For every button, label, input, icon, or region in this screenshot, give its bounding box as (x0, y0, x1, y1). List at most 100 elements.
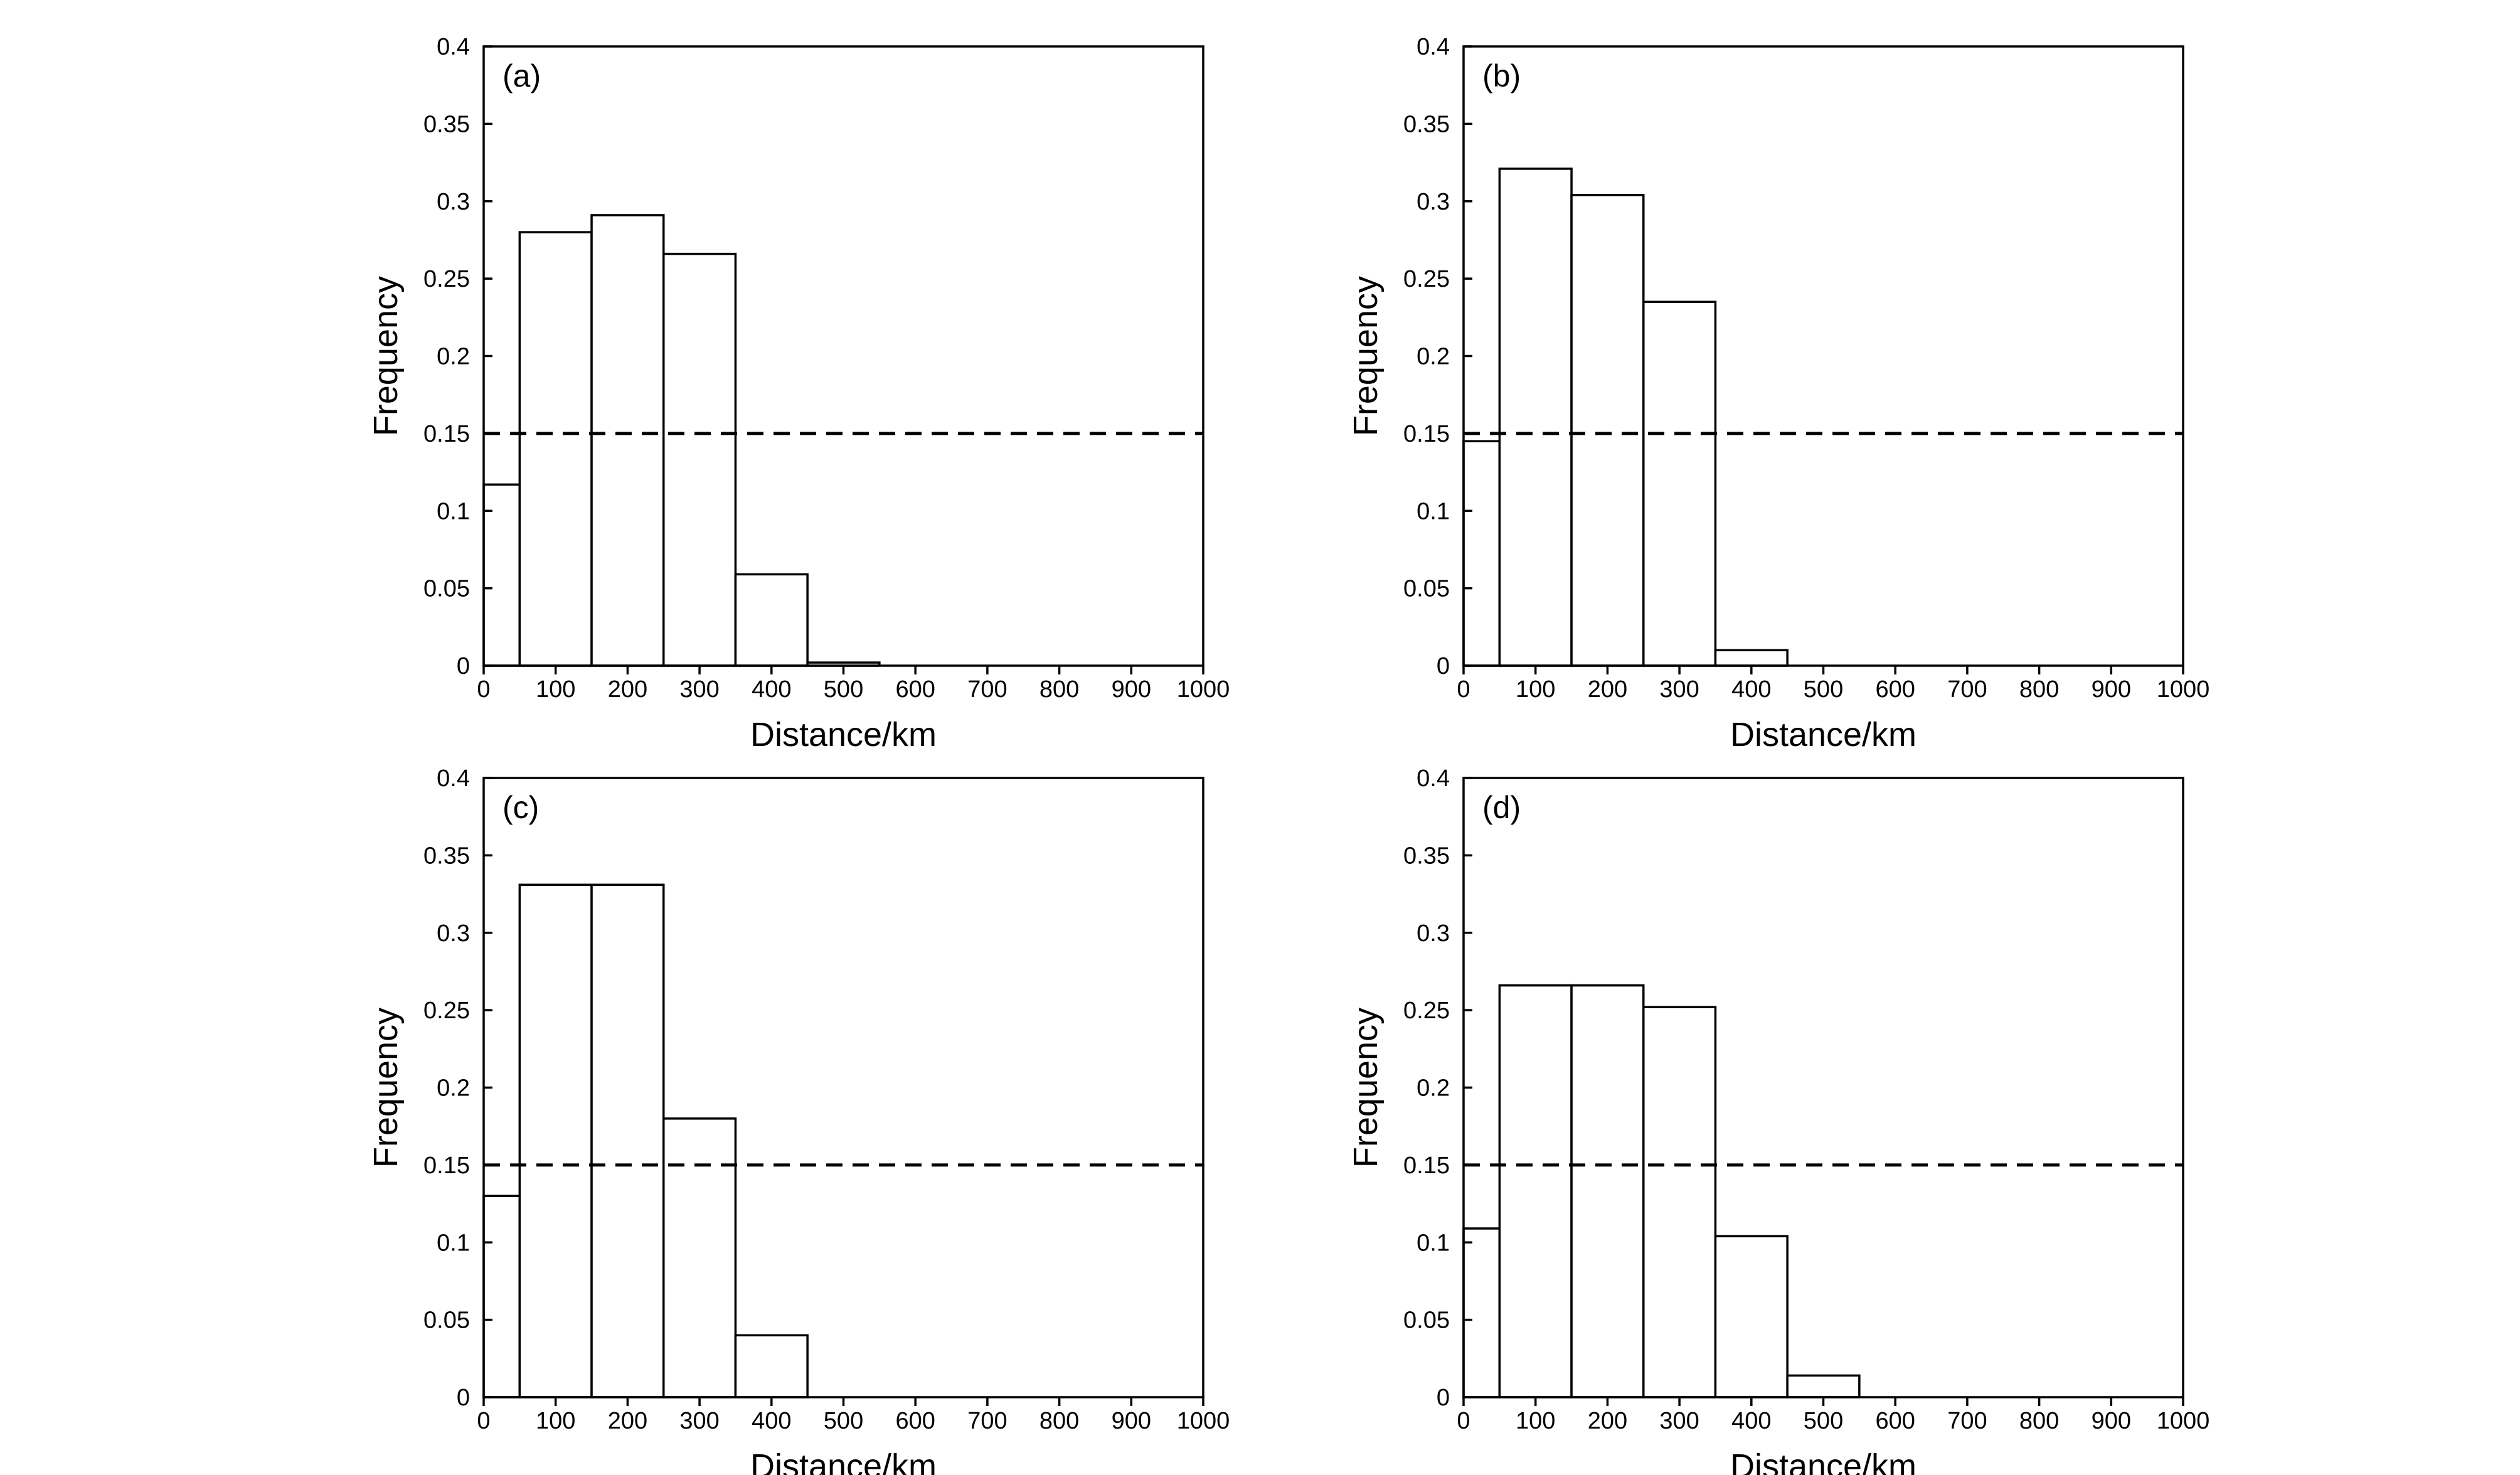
x-tick-label: 1000 (1177, 1408, 1230, 1434)
histogram-bar (734, 1334, 809, 1398)
x-tick-label: 1000 (2157, 676, 2210, 703)
panel-label: (c) (502, 790, 539, 825)
histogram-bar (1570, 194, 1645, 667)
x-tick-label: 200 (1588, 676, 1627, 703)
y-tick-label: 0.2 (437, 1075, 470, 1102)
x-tick-label: 400 (752, 1408, 791, 1434)
x-tick-label: 100 (1516, 1408, 1555, 1434)
y-tick-label: 0.25 (423, 266, 470, 292)
x-tick-label: 200 (608, 1408, 647, 1434)
x-tick-label: 600 (895, 1408, 935, 1434)
histogram-bar (1498, 168, 1573, 667)
chart-panel: 0 0.05 0.1 0.15 0.2 0.25 0.3 0.35 0.4 0 100 200 300 4… (367, 765, 1230, 1475)
x-tick-label: 800 (2019, 676, 2059, 703)
panel-label: (b) (1482, 58, 1521, 93)
x-tick-label: 100 (536, 676, 575, 703)
y-axis-label: Frequency (367, 1008, 405, 1168)
histogram-bar (590, 883, 665, 1398)
histogram-bar (662, 252, 737, 667)
x-tick-label: 600 (1875, 676, 1915, 703)
x-tick-label: 900 (1112, 676, 1151, 703)
x-tick-label: 1000 (1177, 676, 1230, 703)
x-tick-label: 200 (1588, 1408, 1627, 1434)
x-tick-label: 900 (2092, 676, 2131, 703)
x-tick-label: 700 (1947, 676, 1987, 703)
x-tick-label: 0 (1457, 676, 1470, 703)
x-tick-label: 700 (967, 1408, 1007, 1434)
chart-panel: 0 0.05 0.1 0.15 0.2 0.25 0.3 0.35 0.4 0 100 200 300 4… (367, 34, 1230, 753)
y-tick-label: 0 (1437, 653, 1450, 679)
y-tick-label: 0 (457, 653, 470, 679)
y-tick-label: 0 (1437, 1385, 1450, 1411)
y-tick-label: 0.3 (1417, 189, 1450, 215)
x-tick-label: 0 (477, 1408, 490, 1434)
histogram-bar (1786, 1374, 1861, 1398)
histogram-bar (1714, 649, 1789, 667)
x-tick-label: 300 (679, 676, 719, 703)
y-tick-label: 0 (457, 1385, 470, 1411)
histogram-bar (1498, 984, 1573, 1398)
x-tick-label: 800 (1039, 676, 1079, 703)
y-tick-label: 0.35 (1403, 111, 1450, 137)
x-axis-label: Distance/km (750, 1447, 937, 1475)
y-axis-label: Frequency (1347, 276, 1385, 436)
panel-label: (d) (1482, 790, 1521, 825)
y-tick-label: 0.2 (1417, 1075, 1450, 1102)
histogram-bar (1462, 1227, 1501, 1398)
x-tick-label: 400 (752, 676, 791, 703)
y-tick-label: 0.15 (423, 421, 470, 447)
x-tick-label: 900 (1112, 1408, 1151, 1434)
x-tick-label: 500 (824, 1408, 863, 1434)
y-tick-label: 0.1 (437, 1230, 470, 1256)
y-tick-label: 0.4 (437, 765, 470, 792)
y-tick-label: 0.4 (1417, 765, 1450, 792)
x-tick-label: 300 (1659, 1408, 1699, 1434)
y-tick-label: 0.05 (423, 576, 470, 602)
y-tick-label: 0.1 (437, 498, 470, 525)
histogram-bar (518, 883, 593, 1398)
x-tick-label: 600 (895, 676, 935, 703)
x-tick-label: 300 (1659, 676, 1699, 703)
histogram-bar (1570, 984, 1645, 1398)
x-tick-label: 1000 (2157, 1408, 2210, 1434)
x-tick-label: 500 (1804, 1408, 1843, 1434)
y-tick-label: 0.15 (1403, 1153, 1450, 1179)
histogram-bar (1642, 1006, 1717, 1398)
y-tick-label: 0.15 (1403, 421, 1450, 447)
y-tick-label: 0.2 (1417, 344, 1450, 370)
x-tick-label: 400 (1731, 676, 1771, 703)
y-tick-label: 0.35 (423, 111, 470, 137)
y-axis-label: Frequency (1347, 1008, 1385, 1168)
chart-panel: 0 0.05 0.1 0.15 0.2 0.25 0.3 0.35 0.4 0 100 200 300 4… (1347, 765, 2209, 1475)
y-tick-label: 0.05 (423, 1307, 470, 1334)
y-tick-label: 0.3 (437, 920, 470, 947)
histogram-bar (482, 1195, 521, 1398)
y-tick-label: 0.3 (437, 189, 470, 215)
x-tick-label: 400 (1731, 1408, 1771, 1434)
y-tick-label: 0.1 (1417, 1230, 1450, 1256)
y-tick-label: 0.35 (1403, 843, 1450, 869)
y-tick-label: 0.25 (1403, 266, 1450, 292)
y-tick-label: 0.25 (1403, 998, 1450, 1024)
x-axis-label: Distance/km (1730, 716, 1917, 753)
histogram-bar (518, 231, 593, 667)
y-tick-label: 0.05 (1403, 1307, 1450, 1334)
x-tick-label: 700 (1947, 1408, 1987, 1434)
y-tick-label: 0.35 (423, 843, 470, 869)
x-tick-label: 900 (2092, 1408, 2131, 1434)
y-tick-label: 0.05 (1403, 576, 1450, 602)
y-tick-label: 0.4 (1417, 34, 1450, 60)
panel-label: (a) (502, 58, 541, 93)
x-axis-label: Distance/km (1730, 1447, 1917, 1475)
x-tick-label: 500 (824, 676, 863, 703)
x-tick-label: 0 (1457, 1408, 1470, 1434)
x-tick-label: 200 (608, 676, 647, 703)
y-tick-label: 0.4 (437, 34, 470, 60)
y-tick-label: 0.2 (437, 344, 470, 370)
histogram-bar (734, 573, 809, 667)
histogram-bar (662, 1117, 737, 1398)
histogram-bar (1462, 440, 1501, 667)
x-tick-label: 500 (1804, 676, 1843, 703)
y-tick-label: 0.15 (423, 1153, 470, 1179)
